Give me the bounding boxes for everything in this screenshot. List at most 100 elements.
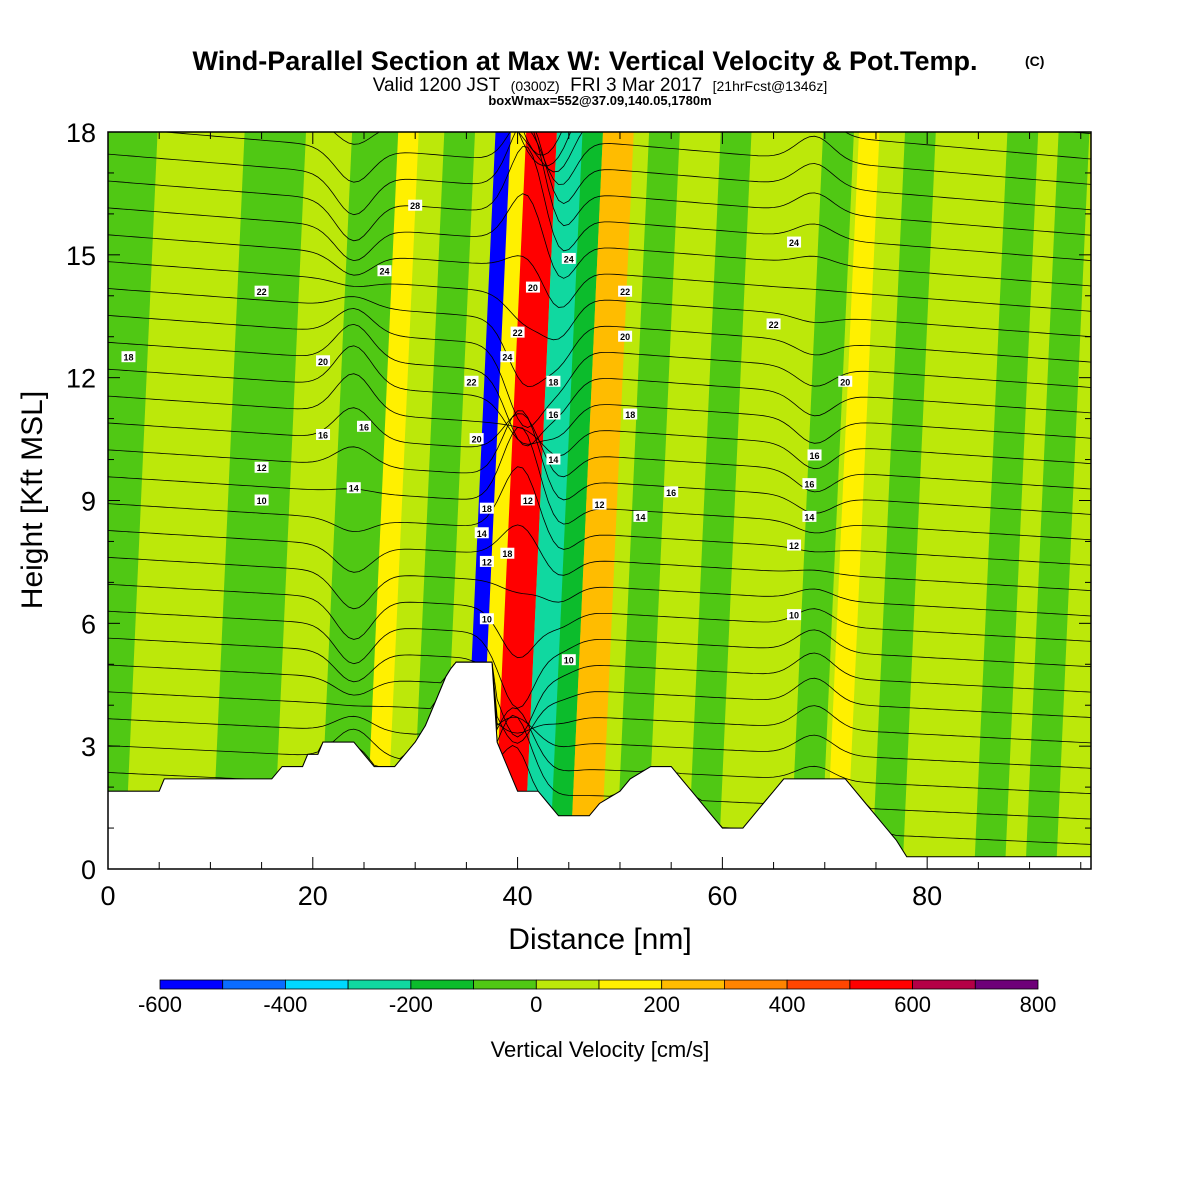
contour-label-box (474, 527, 489, 539)
contour-label: 14 (548, 455, 558, 465)
contour-label-box (623, 408, 638, 420)
contour-label: 24 (379, 267, 389, 277)
contour-label-box (464, 375, 479, 387)
contour-label-box (377, 265, 392, 277)
theta-contour (108, 661, 1091, 769)
contour-label-box (510, 326, 525, 338)
contour-label: 20 (840, 377, 850, 387)
contour-label-box (469, 433, 484, 445)
theta-contour (108, 661, 1091, 795)
terrain-mask (108, 661, 1091, 869)
x-tick-label: 0 (100, 881, 115, 911)
contour-label: 12 (482, 557, 492, 567)
contour-label: 14 (477, 529, 487, 539)
theta-contour (108, 261, 1091, 341)
velocity-band (339, 132, 404, 869)
colorbar-segment (724, 979, 788, 990)
contour-label: 22 (257, 287, 267, 297)
subtitle-fcst: [21hrFcst@1346z] (713, 78, 828, 94)
contour-label-box (479, 555, 494, 567)
y-tick-label: 3 (81, 732, 96, 762)
contour-label-box (254, 494, 269, 506)
theta-contour (108, 637, 1091, 738)
y-tick-label: 12 (66, 364, 96, 394)
velocity-band (974, 132, 1039, 869)
velocity-band (1025, 132, 1090, 869)
subtitle-date: FRI 3 Mar 2017 (570, 75, 702, 96)
contour-label: 12 (594, 500, 604, 510)
x-axis: 0 20 40 60 80 (100, 132, 1082, 911)
colorbar-segment (598, 979, 663, 990)
theta-contour (108, 583, 1091, 659)
contour-label: 10 (257, 496, 267, 506)
velocity-band (365, 132, 419, 869)
subtitle-valid: Valid 1200 JST (373, 75, 501, 96)
theta-contour (108, 373, 1091, 470)
contour-label: 18 (482, 504, 492, 514)
theta-contour (517, 132, 1091, 173)
contour-label-box (838, 375, 853, 387)
contour-label: 24 (564, 254, 574, 264)
contour-label-box (766, 318, 781, 330)
theta-contour (108, 132, 1091, 236)
colorbar-segment (786, 979, 851, 990)
velocity-band (411, 132, 475, 869)
theta-contour (108, 661, 1091, 744)
contour-label-box (802, 510, 817, 522)
contour-label: 14 (804, 512, 814, 522)
x-tick-label: 20 (298, 881, 328, 911)
contour-label: 20 (472, 435, 482, 445)
colorbar-segment (159, 979, 224, 990)
theta-contour (108, 407, 1091, 493)
theta-contour (108, 146, 1091, 261)
contour-label-box (787, 609, 802, 621)
subtitle-zulu: (0300Z) (511, 78, 560, 94)
contour-label: 16 (359, 422, 369, 432)
contour-label: 18 (123, 353, 133, 363)
y-tick-label: 15 (66, 241, 96, 271)
plot-area: 28 24 22 18 20 16 16 12 14 10 22 20 18 14 12 10 18 12 24 22… (108, 132, 1091, 869)
velocity-band (523, 132, 588, 869)
contour-label: 16 (810, 451, 820, 461)
contour-label: 24 (789, 238, 799, 248)
contour-label: 18 (548, 377, 558, 387)
colorbar-tick-label: -200 (389, 992, 433, 1017)
theta-contour (108, 524, 1091, 591)
contour-label: 20 (318, 357, 328, 367)
contour-label: 18 (502, 549, 512, 559)
y-tick-label: 6 (81, 609, 96, 639)
contour-label-box (316, 428, 331, 440)
contour-label: 22 (769, 320, 779, 330)
contour-label: 12 (789, 541, 799, 551)
y-tick-label: 0 (81, 855, 96, 885)
contour-label-box (316, 355, 331, 367)
contour-label: 14 (349, 484, 359, 494)
contour-label: 28 (410, 201, 420, 211)
colorbar-tick-label: 600 (894, 992, 931, 1017)
contour-label-box (787, 236, 802, 248)
colorbar-segment (473, 979, 537, 990)
theta-contour (160, 132, 1091, 211)
contour-label-box (520, 494, 535, 506)
theta-contours (108, 132, 1091, 845)
y-axis-label: Height [Kft MSL] (16, 391, 49, 609)
contour-label-box (408, 199, 423, 211)
theta-contour (108, 323, 1091, 447)
colorbar-segment (410, 979, 474, 990)
contour-label: 10 (482, 615, 492, 625)
contour-label-box (546, 375, 561, 387)
contour-label-box (500, 547, 515, 559)
contour-label-box (664, 486, 679, 498)
y-axis: 0 3 6 9 12 15 18 (66, 118, 1091, 885)
contour-label-box (121, 351, 136, 363)
contour-label-box (618, 330, 633, 342)
colorbar-segment (222, 979, 286, 990)
contour-label-box (561, 654, 576, 666)
colorbar-label: Vertical Velocity [cm/s] (491, 1037, 710, 1062)
colorbar-segment (284, 979, 349, 990)
contour-label-box (479, 502, 494, 514)
chart-subtitle: Valid 1200 JST (0300Z) FRI 3 Mar 2017 [2… (373, 75, 827, 96)
colorbar-tick-label: 800 (1020, 992, 1057, 1017)
contour-label-box (525, 281, 540, 293)
